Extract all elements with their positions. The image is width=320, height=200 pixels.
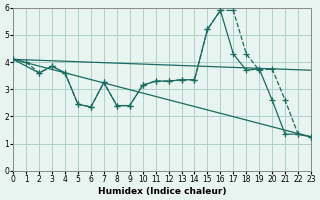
X-axis label: Humidex (Indice chaleur): Humidex (Indice chaleur) bbox=[98, 187, 226, 196]
